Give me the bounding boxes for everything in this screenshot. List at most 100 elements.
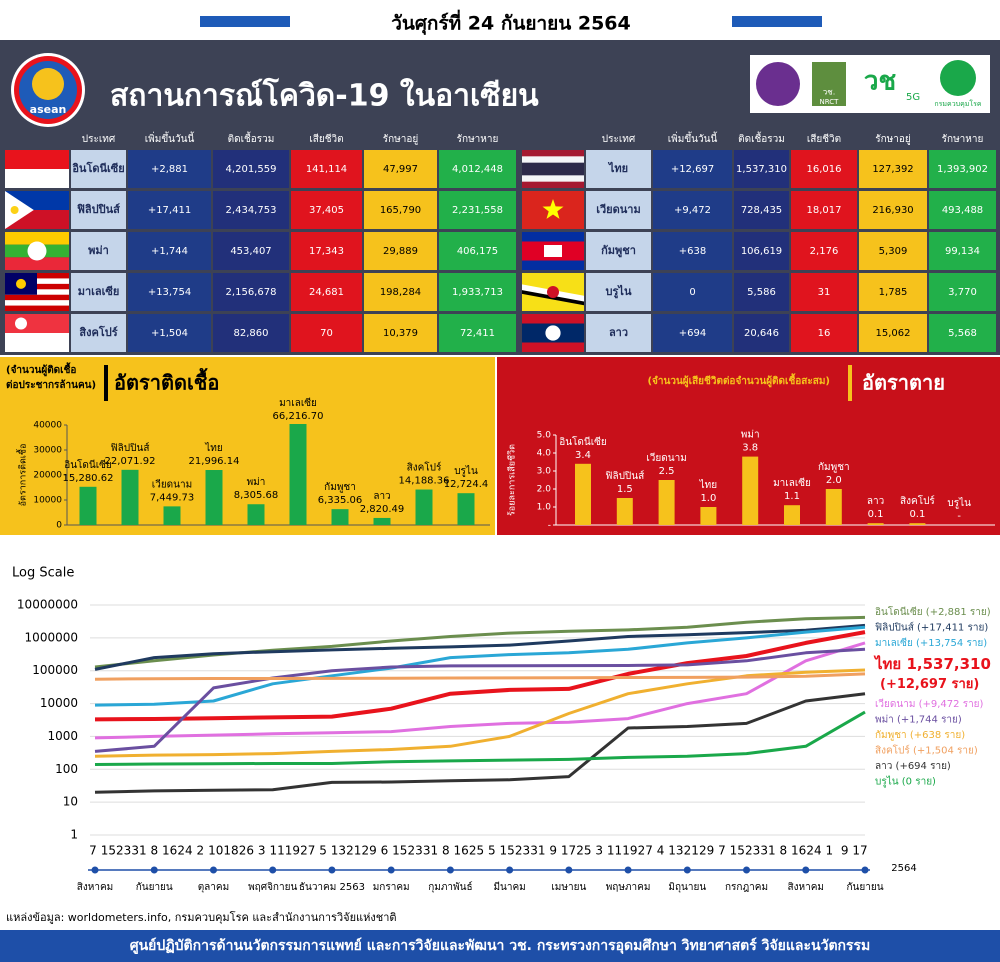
category-label: เวียดนาม	[646, 452, 686, 464]
x-day-label: 15	[392, 844, 407, 858]
subtitle: ต่อประชากรล้านคน)	[6, 379, 96, 391]
table-value: 2,231,558	[452, 205, 503, 216]
data-label: 1.1	[784, 491, 800, 502]
flag	[5, 294, 69, 301]
table-value: 406,175	[457, 246, 498, 257]
flag	[27, 241, 47, 261]
y-tick-label: 2.0	[537, 485, 552, 495]
category-label: มาเลเซีย	[773, 477, 811, 489]
table-cell	[213, 273, 289, 311]
logo-text: วช	[864, 67, 896, 97]
y-tick-label: 1000000	[25, 630, 78, 644]
x-day-label: 11	[269, 844, 284, 858]
x-day-label: 11	[607, 844, 622, 858]
table-value: 20,646	[744, 328, 779, 339]
country-name: ฟิลิปปินส์	[77, 203, 121, 216]
table-cell	[791, 273, 857, 311]
y-tick-label: 100000	[32, 663, 78, 677]
table-cell	[734, 232, 789, 270]
x-tick-label: มกราคม	[373, 882, 410, 893]
x-day-label: 5	[319, 844, 327, 858]
data-label: 15,280.62	[63, 473, 114, 484]
legend-entry: ฟิลิปปินส์ (+17,411 ราย)	[875, 622, 988, 634]
table-cell	[929, 150, 996, 188]
y-tick-label: 10000	[33, 496, 62, 506]
table-cell	[439, 150, 516, 188]
legend-entry: ลาว (+694 ราย)	[875, 761, 951, 772]
table-cell	[439, 314, 516, 352]
x-tick-label: กันยายน	[136, 882, 173, 893]
table-cell	[128, 150, 211, 188]
y-tick-label: 3.0	[537, 467, 552, 477]
category-label: ไทย	[204, 442, 222, 454]
x-day-label: 5	[488, 844, 496, 858]
asean-logo	[32, 68, 64, 100]
column-header: เพิ่มขึ้นวันนี้	[668, 131, 718, 145]
bar	[373, 517, 391, 525]
data-label: 1.0	[700, 493, 716, 504]
data-label: 0.1	[868, 509, 884, 520]
data-label: 2.5	[659, 466, 675, 477]
country-name: เวียดนาม	[596, 203, 640, 216]
table-cell	[71, 232, 126, 270]
flag	[544, 245, 562, 257]
legend-entry: สิงคโปร์ (+1,504 ราย)	[875, 744, 978, 757]
data-label: 12,724.4	[444, 479, 489, 490]
chart-title: Log Scale	[12, 566, 74, 581]
data-label: 3.8	[742, 443, 758, 454]
table-cell	[859, 232, 927, 270]
table-value: 127,392	[872, 164, 913, 175]
x-tick-label: กุมภาพันธ์	[428, 881, 472, 893]
logo	[940, 60, 976, 96]
logo-text: NRCT	[820, 98, 840, 106]
data-label: 0.1	[909, 509, 925, 520]
table-cell	[586, 191, 651, 229]
x-day-label: 31	[530, 844, 545, 858]
x-day-label: 3	[595, 844, 603, 858]
x-day-label: 19	[285, 844, 300, 858]
table-cell	[586, 232, 651, 270]
footer-bar	[0, 930, 1000, 962]
flag	[5, 257, 69, 270]
table-cell	[859, 150, 927, 188]
x-day-label: 8	[779, 844, 787, 858]
category-label: สิงคโปร์	[900, 494, 935, 507]
category-label: กัมพูชา	[818, 462, 850, 473]
x-tick-marker	[150, 866, 158, 874]
x-tick-marker	[387, 866, 395, 874]
table-cell	[653, 191, 732, 229]
x-tick-marker	[446, 866, 454, 874]
data-label: 1.5	[617, 484, 633, 495]
table-value: 198,284	[380, 287, 421, 298]
table-cell	[791, 150, 857, 188]
table-value: +1,744	[151, 246, 188, 257]
table-value: 0	[689, 287, 695, 298]
data-label: 22,071.92	[105, 456, 156, 467]
x-tick-label: ธันวาคม 2563	[299, 882, 365, 893]
country-name: มาเลเซีย	[78, 285, 120, 298]
column-header: รักษาอยู่	[383, 134, 419, 145]
logo-text: asean	[30, 103, 67, 116]
x-tick-marker	[861, 866, 869, 874]
flag	[545, 325, 561, 341]
category-label: ลาว	[373, 491, 390, 502]
x-tick-marker	[565, 866, 573, 874]
x-tick-marker	[209, 866, 217, 874]
bar	[415, 489, 433, 525]
title: สถานการณ์โควิด-19 ในอาเซียน	[110, 77, 539, 114]
x-day-label: 16	[791, 844, 806, 858]
table-cell	[128, 191, 211, 229]
category-label: บรูไน	[454, 465, 478, 477]
category-label: เวียดนาม	[152, 478, 192, 490]
bar	[163, 506, 181, 525]
x-day-label: 7	[718, 844, 726, 858]
bar	[79, 486, 97, 525]
country-name: สิงคโปร์	[79, 325, 118, 339]
y-tick-label: 1	[70, 828, 78, 842]
x-day-label: 15	[500, 844, 515, 858]
x-tick-label: พฤษภาคม	[606, 882, 651, 893]
table-value: +13,754	[148, 287, 191, 298]
flag	[5, 232, 69, 245]
table-value: 493,488	[942, 205, 983, 216]
